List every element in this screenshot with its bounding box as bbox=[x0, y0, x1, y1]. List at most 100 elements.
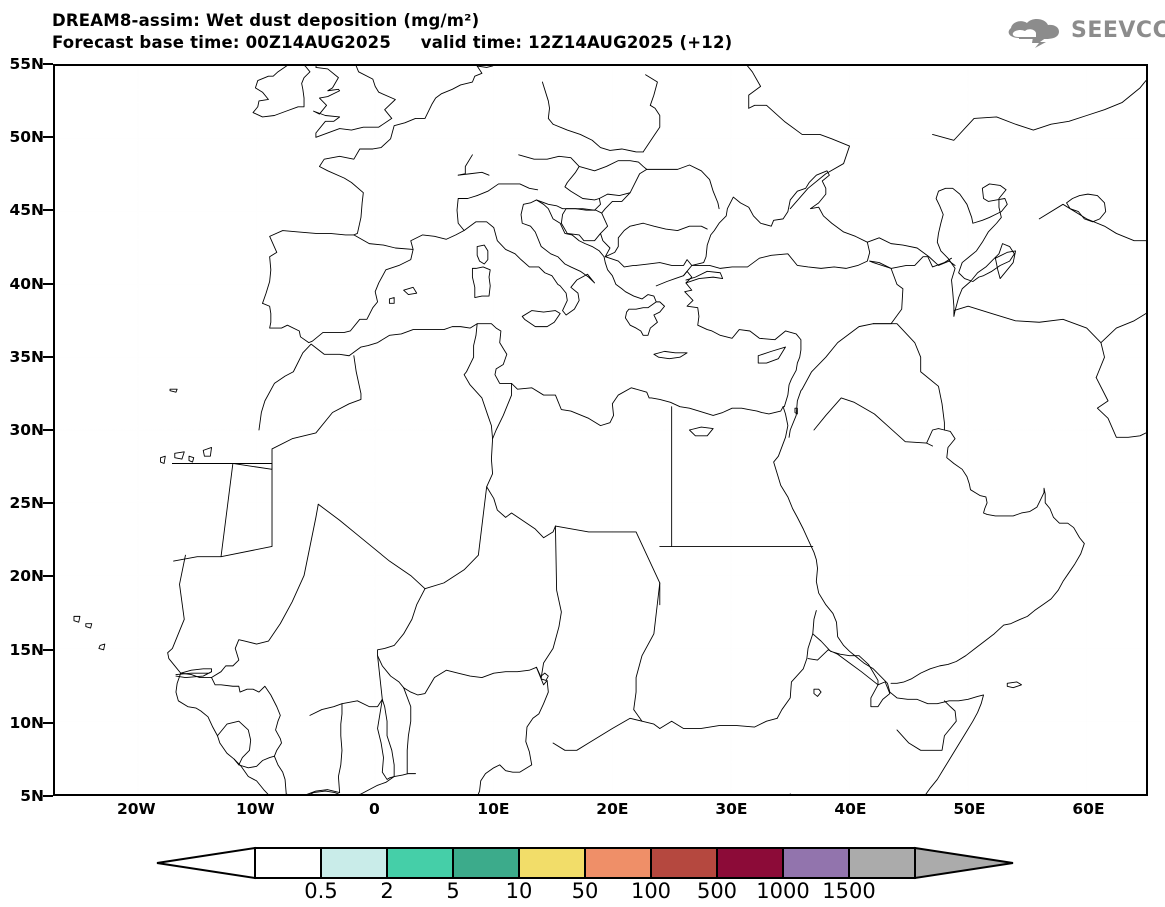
geo-b-eritrea bbox=[808, 634, 878, 685]
geo-b-gambia bbox=[176, 672, 212, 678]
colorbar-tick-label: 100 bbox=[630, 879, 672, 903]
geo-b-georgia-arm bbox=[870, 257, 952, 269]
geo-b-turkey-east bbox=[870, 261, 903, 324]
geo-b-tun-lib bbox=[493, 383, 512, 438]
geo-balkan-coast bbox=[536, 200, 664, 335]
y-axis-tick bbox=[43, 136, 53, 139]
y-axis-label: 45N bbox=[9, 201, 44, 220]
y-axis-label: 40N bbox=[9, 274, 44, 293]
x-axis-label: 40E bbox=[834, 800, 867, 818]
geo-canary1 bbox=[161, 456, 166, 463]
geo-b-croatia bbox=[536, 198, 600, 210]
geo-mallorca bbox=[404, 287, 417, 294]
y-axis-tick bbox=[43, 209, 53, 212]
colorbar-tick-label: 2 bbox=[380, 879, 394, 903]
y-axis-label: 20N bbox=[9, 567, 44, 586]
y-axis-tick bbox=[43, 795, 53, 797]
geo-b-liberia bbox=[239, 756, 275, 768]
seevccc-logo: SEEVCCC bbox=[999, 16, 1165, 50]
geo-iberia-south bbox=[263, 231, 465, 343]
geo-b-at-cz bbox=[519, 155, 579, 167]
geo-b-mrt-wsah bbox=[221, 463, 233, 556]
geo-b-chad-car bbox=[553, 718, 642, 750]
geo-sicily bbox=[522, 311, 560, 327]
geo-b-niger-nigeria bbox=[404, 667, 537, 695]
geo-italy bbox=[464, 200, 594, 315]
geo-b-mali-mrt bbox=[181, 504, 319, 677]
y-axis-label: 10N bbox=[9, 713, 44, 732]
geo-sardinia bbox=[472, 267, 490, 298]
geo-b-gr-al bbox=[605, 257, 636, 267]
y-axis-label: 5N bbox=[20, 787, 44, 805]
geo-b-de-pl bbox=[542, 82, 553, 124]
geo-balearic bbox=[389, 298, 394, 304]
geo-canary2 bbox=[175, 452, 184, 459]
title-block: DREAM8-assim: Wet dust deposition (mg/m²… bbox=[52, 11, 732, 53]
logo-text: SEEVCCC bbox=[1071, 18, 1165, 43]
geo-socotra bbox=[1007, 682, 1021, 688]
geo-b-niger-chad bbox=[536, 526, 561, 677]
y-axis-tick bbox=[43, 355, 53, 358]
geo-crete bbox=[654, 351, 687, 358]
geo-redsea-west bbox=[774, 407, 984, 794]
geo-canary3 bbox=[189, 456, 194, 462]
geo-b-benin-nigeria bbox=[404, 688, 411, 774]
colorbar-tick-labels: 0.5 2 5 10 50 100 500 1000 1500 bbox=[0, 879, 1165, 905]
x-axis-label: 60E bbox=[1072, 800, 1105, 818]
geo-b-wsahara bbox=[172, 463, 272, 561]
map-coastlines bbox=[74, 66, 1146, 794]
colorbar-cell bbox=[320, 847, 388, 879]
x-axis-label: 10W bbox=[235, 800, 275, 818]
colorbar-cell bbox=[386, 847, 454, 879]
y-axis-tick bbox=[43, 575, 53, 578]
colorbar-left-cap bbox=[156, 846, 256, 880]
geo-lake-chad bbox=[541, 673, 548, 680]
colorbar-cell bbox=[254, 847, 322, 879]
geo-b-alg-mali bbox=[318, 504, 425, 588]
geo-b-ro-bg bbox=[643, 223, 707, 230]
geo-b-syria bbox=[802, 324, 873, 390]
geo-b-djibouti bbox=[871, 682, 890, 707]
map-geography bbox=[55, 66, 1146, 794]
geo-b-mali-niger bbox=[378, 589, 425, 688]
geo-b-kaz-uzb bbox=[1039, 204, 1146, 240]
geo-caspian-east bbox=[995, 251, 1015, 279]
geo-b-mali-bf bbox=[310, 656, 382, 716]
page-header: DREAM8-assim: Wet dust deposition (mg/m²… bbox=[0, 0, 1165, 60]
geo-b-alg-tun bbox=[464, 324, 492, 439]
geo-b-fr-it bbox=[457, 196, 477, 231]
colorbar-tick-label: 5 bbox=[446, 879, 460, 903]
geo-cv2 bbox=[86, 624, 92, 628]
geo-b-pl-by bbox=[646, 75, 658, 106]
geo-cyprus bbox=[758, 347, 785, 363]
geo-cv3 bbox=[99, 644, 105, 650]
geo-b-guinea bbox=[212, 678, 287, 794]
y-axis-tick bbox=[43, 648, 53, 651]
colorbar-tick-label: 1500 bbox=[822, 879, 876, 903]
geo-cv1 bbox=[74, 616, 80, 622]
geo-b-bosnia bbox=[561, 209, 601, 241]
geo-b-turkey-gr bbox=[684, 265, 692, 275]
geo-b-chad-libya bbox=[555, 526, 659, 605]
colorbar-tick-label: 1000 bbox=[756, 879, 810, 903]
geo-b-iraq-iran bbox=[873, 324, 944, 430]
geo-b-sudan-ssd bbox=[660, 718, 777, 728]
geo-b-ukr-ru bbox=[749, 105, 850, 208]
y-axis-tick bbox=[43, 282, 53, 285]
geo-b-ghana-togo bbox=[378, 699, 390, 779]
geo-b-turkm-uzb bbox=[1101, 314, 1146, 343]
colorbar-cell bbox=[782, 847, 850, 879]
colorbar-tick-label: 500 bbox=[696, 879, 738, 903]
geo-b-eth-som bbox=[897, 701, 956, 751]
geo-b-togo-benin bbox=[382, 699, 394, 778]
geo-b-alg-niger bbox=[425, 487, 487, 589]
geo-ireland bbox=[253, 66, 310, 117]
geo-aegean-turkey bbox=[656, 271, 801, 406]
colorbar-right-cap bbox=[914, 846, 1014, 880]
x-axis-label: 50E bbox=[953, 800, 986, 818]
y-axis-tick bbox=[43, 63, 53, 65]
y-axis-label: 30N bbox=[9, 421, 44, 439]
geo-b-ch-de bbox=[458, 172, 489, 175]
x-axis-label: 20W bbox=[116, 800, 156, 818]
geo-b-senegal bbox=[181, 669, 212, 673]
